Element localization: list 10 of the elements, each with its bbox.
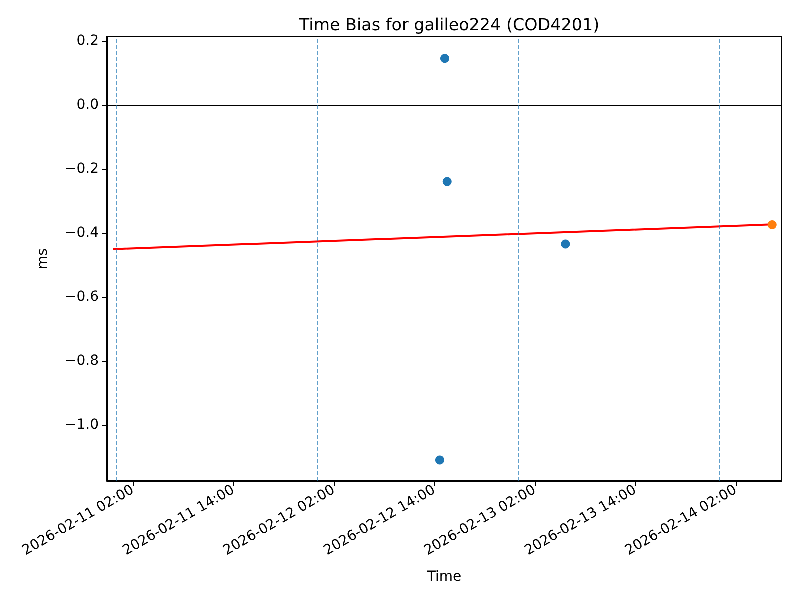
y-tick-label: −0.4 bbox=[65, 225, 100, 241]
y-tick-label: −0.8 bbox=[65, 353, 99, 369]
y-axis-title: ms bbox=[35, 248, 51, 270]
y-tick-label: −1.0 bbox=[65, 417, 99, 433]
x-axis-title: Time bbox=[426, 569, 462, 585]
y-tick-label: −0.6 bbox=[65, 289, 100, 305]
y-tick-label: −0.2 bbox=[65, 161, 99, 177]
chart-title: Time Bias for galileo224 (COD4201) bbox=[298, 14, 600, 34]
y-tick-label: 0.2 bbox=[76, 33, 99, 49]
y-tick-label: 0.0 bbox=[76, 97, 99, 113]
